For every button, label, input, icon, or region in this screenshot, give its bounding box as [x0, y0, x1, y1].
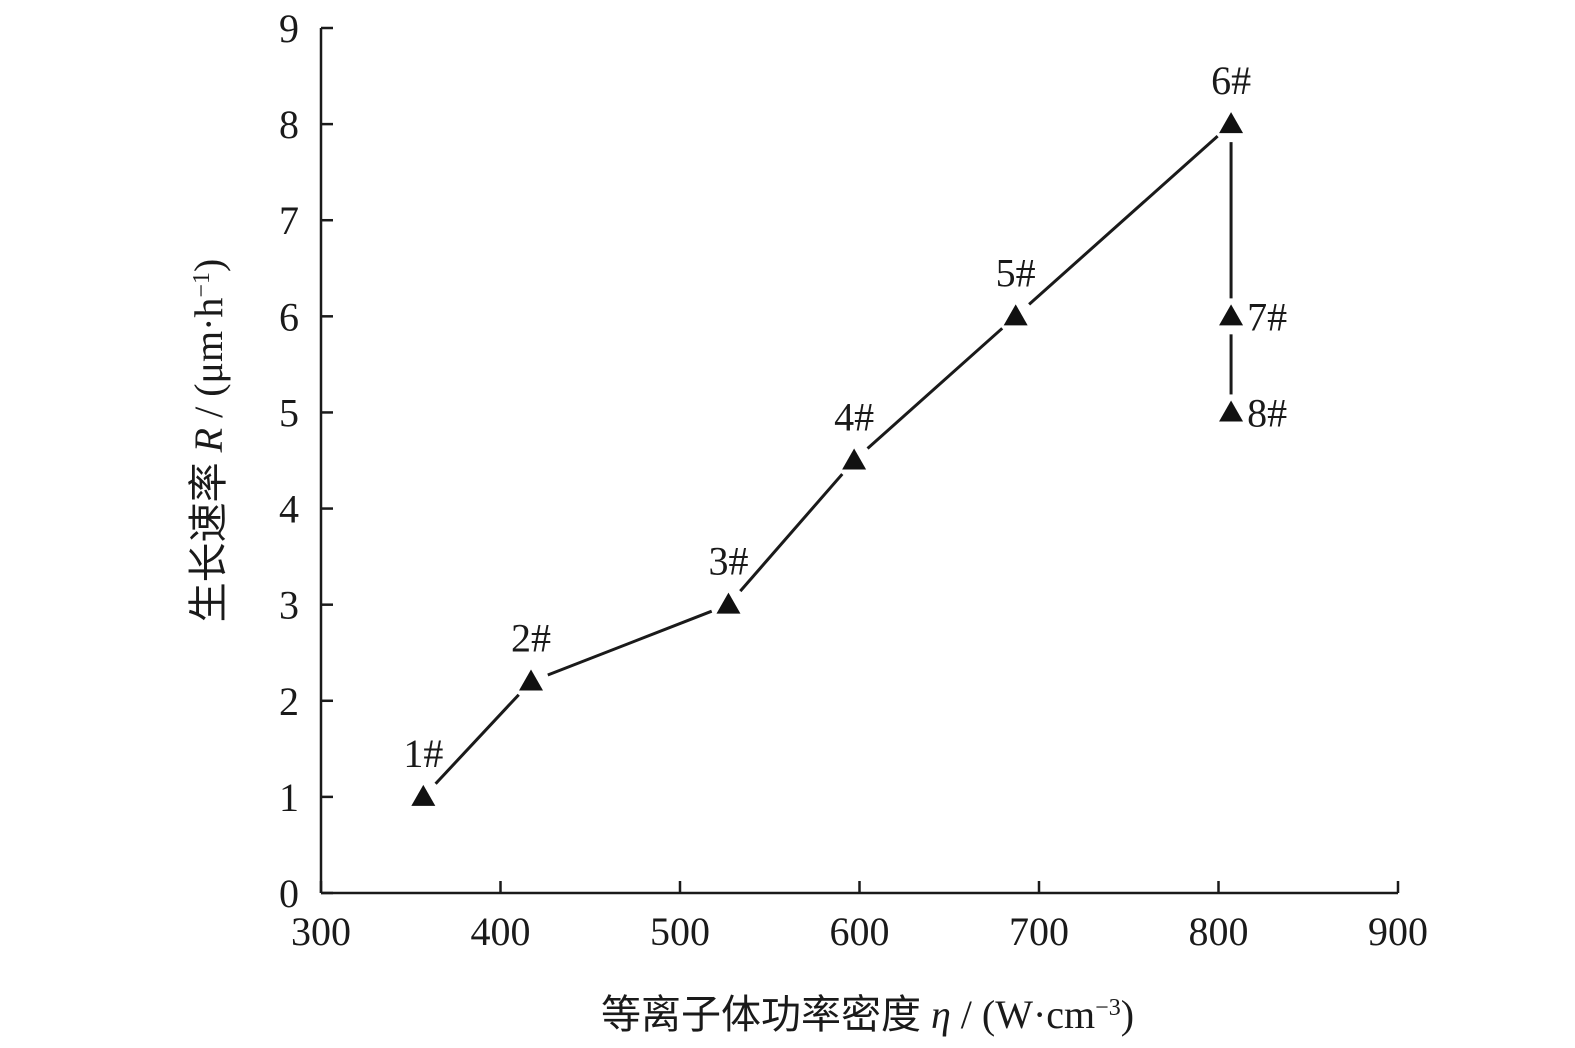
x-tick-label: 300 — [291, 909, 351, 954]
x-axis-title: 等离子体功率密度 η / (W·cm−3) — [601, 992, 1134, 1037]
data-point-marker — [1219, 112, 1244, 134]
series-segment — [1028, 134, 1219, 306]
series-segment — [434, 693, 520, 785]
data-point-marker — [1219, 304, 1244, 326]
data-point-marker — [1219, 400, 1244, 422]
series-segment — [866, 327, 1004, 450]
data-point-label: 3# — [708, 539, 748, 584]
y-title-unit: / (μm·h — [186, 298, 231, 428]
data-point-label: 6# — [1211, 58, 1251, 103]
x-tick-label: 400 — [471, 909, 531, 954]
series — [434, 134, 1233, 785]
data-point-label: 5# — [996, 250, 1036, 295]
data-point-marker — [411, 784, 436, 806]
y-tick-label: 8 — [279, 102, 299, 147]
data-point-marker — [842, 448, 867, 470]
y-title-exp: −1 — [189, 272, 215, 298]
y-tick-label: 9 — [279, 6, 299, 51]
y-tick-label: 4 — [279, 487, 299, 532]
y-axis-title: 生长速率 R / (μm·h−1) — [186, 259, 231, 623]
markers — [411, 112, 1244, 806]
y-tick-label: 3 — [279, 583, 299, 628]
data-point-label: 8# — [1247, 390, 1287, 435]
data-point-label: 2# — [511, 616, 551, 661]
x-ticks: 300 400 500 600 700 800 900 — [291, 881, 1428, 954]
data-point-marker — [716, 592, 741, 614]
data-point-label: 7# — [1247, 294, 1287, 339]
y-tick-label: 1 — [279, 775, 299, 820]
data-point-marker — [1003, 304, 1028, 326]
x-tick-label: 700 — [1009, 909, 1069, 954]
x-tick-label: 500 — [650, 909, 710, 954]
y-tick-label: 6 — [279, 294, 299, 339]
y-title-close: ) — [186, 259, 231, 272]
y-tick-label: 0 — [279, 871, 299, 916]
x-tick-label: 600 — [830, 909, 890, 954]
x-title-close: ) — [1121, 992, 1134, 1037]
x-title-exp: −3 — [1095, 995, 1121, 1021]
x-title-unit: / (W·cm — [951, 992, 1095, 1037]
series-segment — [547, 609, 713, 677]
y-title-prefix: 生长速率 — [186, 452, 231, 622]
y-tick-label: 2 — [279, 679, 299, 724]
x-title-prefix: 等离子体功率密度 — [601, 992, 931, 1037]
data-point-label: 1# — [403, 731, 443, 776]
x-tick-label: 800 — [1189, 909, 1249, 954]
point-labels: 1# 2# 3# 4# 5# 6# 7# 8# — [403, 58, 1287, 776]
y-tick-label: 5 — [279, 390, 299, 435]
y-ticks: 0 1 2 3 4 5 6 7 8 9 — [279, 6, 333, 916]
y-title-symbol: R — [186, 428, 231, 453]
x-title-symbol: η — [931, 992, 951, 1037]
data-point-label: 4# — [834, 395, 874, 440]
data-point-marker — [519, 669, 544, 691]
y-tick-label: 7 — [279, 198, 299, 243]
x-tick-label: 900 — [1368, 909, 1428, 954]
series-segment — [739, 473, 844, 593]
